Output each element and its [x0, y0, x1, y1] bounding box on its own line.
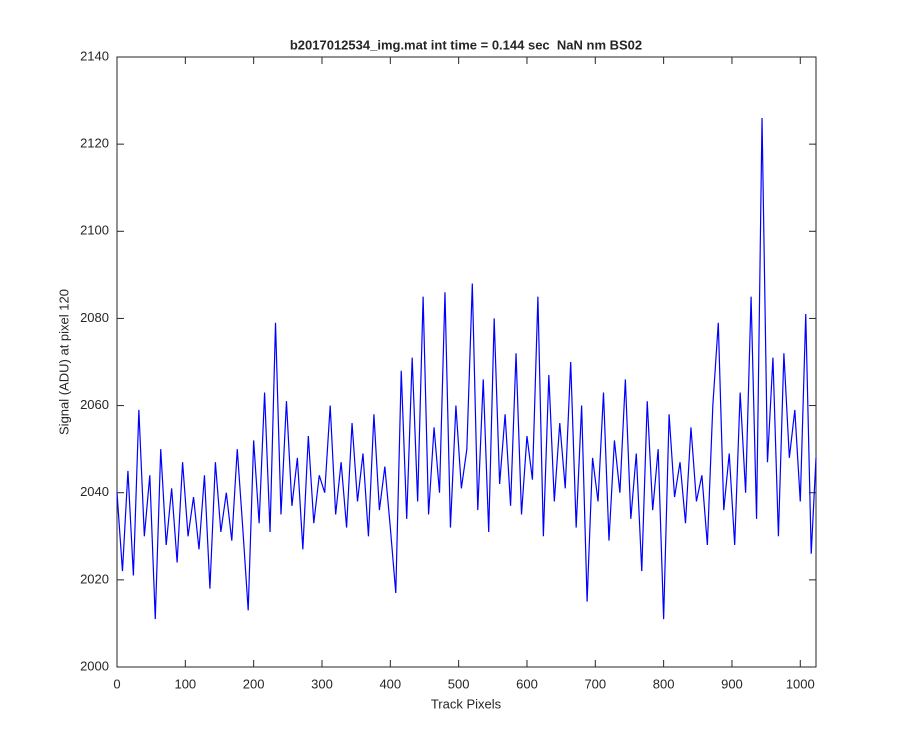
chart-title: b2017012534_img.mat int time = 0.144 sec… — [290, 37, 642, 52]
x-tick-label: 800 — [653, 676, 675, 691]
x-tick-label: 200 — [243, 676, 265, 691]
y-axis-label: Signal (ADU) at pixel 120 — [56, 289, 71, 435]
x-axis-label: Track Pixels — [431, 696, 502, 711]
axes-box — [116, 56, 817, 668]
y-tick-label: 2020 — [80, 571, 109, 586]
x-tick-label: 900 — [721, 676, 743, 691]
y-tick-label: 2000 — [80, 658, 109, 673]
y-tick-label: 2060 — [80, 397, 109, 412]
x-tick-label: 1000 — [786, 676, 815, 691]
x-tick-label: 100 — [174, 676, 196, 691]
y-tick-label: 2140 — [80, 48, 109, 63]
x-tick-label: 700 — [584, 676, 606, 691]
y-tick-label: 2100 — [80, 223, 109, 238]
y-tick-label: 2080 — [80, 310, 109, 325]
y-tick-label: 2040 — [80, 484, 109, 499]
x-tick-label: 300 — [311, 676, 333, 691]
x-tick-label: 600 — [516, 676, 538, 691]
signal-line — [116, 117, 817, 620]
y-tick-label: 2120 — [80, 136, 109, 151]
x-tick-label: 500 — [448, 676, 470, 691]
x-tick-label: 400 — [379, 676, 401, 691]
x-tick-label: 0 — [113, 676, 120, 691]
